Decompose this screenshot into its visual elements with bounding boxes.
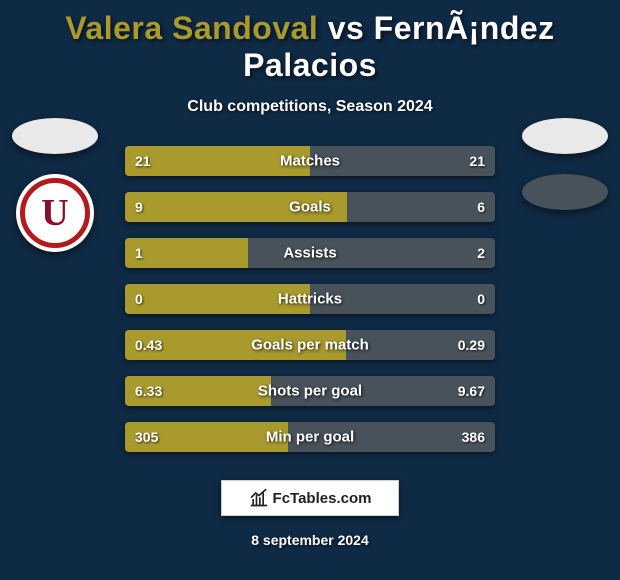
stat-value-left: 9 bbox=[135, 199, 143, 215]
title-player1: Valera Sandoval bbox=[65, 10, 318, 46]
stat-value-right: 386 bbox=[462, 429, 485, 445]
stat-value-right: 0.29 bbox=[458, 337, 485, 353]
stat-bar-left bbox=[125, 238, 248, 268]
stat-label: Goals bbox=[289, 199, 331, 216]
comparison-card: Valera Sandoval vs FernÃ¡ndez Palacios C… bbox=[0, 0, 620, 580]
stat-label: Goals per match bbox=[251, 337, 369, 354]
player1-avatar-placeholder bbox=[12, 118, 98, 154]
stat-value-left: 21 bbox=[135, 153, 151, 169]
stat-value-left: 0.43 bbox=[135, 337, 162, 353]
brand-box: FcTables.com bbox=[221, 480, 399, 516]
stat-label: Matches bbox=[280, 153, 340, 170]
stat-row: 21 21 Matches bbox=[125, 146, 495, 176]
player2-avatar-placeholder bbox=[522, 118, 608, 154]
stat-row: 0 0 Hattricks bbox=[125, 284, 495, 314]
stat-label: Hattricks bbox=[278, 291, 342, 308]
stat-value-right: 0 bbox=[477, 291, 485, 307]
stat-value-right: 2 bbox=[477, 245, 485, 261]
stat-value-left: 0 bbox=[135, 291, 143, 307]
right-avatar-column bbox=[522, 118, 608, 210]
stats-container: 21 21 Matches 9 6 Goals 1 2 Assists 0 0 Hattricks 0.… bbox=[125, 146, 495, 452]
stat-row: 305 386 Min per goal bbox=[125, 422, 495, 452]
brand-chart-icon bbox=[249, 488, 269, 508]
stat-bar-right bbox=[347, 192, 495, 222]
left-avatar-column: U bbox=[12, 118, 98, 252]
stat-value-left: 6.33 bbox=[135, 383, 162, 399]
stat-row: 9 6 Goals bbox=[125, 192, 495, 222]
player2-club-placeholder bbox=[522, 174, 608, 210]
stat-value-left: 1 bbox=[135, 245, 143, 261]
brand-text: FcTables.com bbox=[273, 490, 372, 507]
subtitle: Club competitions, Season 2024 bbox=[0, 98, 620, 116]
page-title: Valera Sandoval vs FernÃ¡ndez Palacios bbox=[0, 10, 620, 84]
stat-row: 6.33 9.67 Shots per goal bbox=[125, 376, 495, 406]
date-label: 8 september 2024 bbox=[0, 532, 620, 548]
stat-label: Shots per goal bbox=[258, 383, 362, 400]
title-vs: vs bbox=[328, 10, 365, 46]
stat-value-left: 305 bbox=[135, 429, 158, 445]
stat-label: Assists bbox=[283, 245, 336, 262]
stat-label: Min per goal bbox=[266, 429, 354, 446]
stat-value-right: 21 bbox=[469, 153, 485, 169]
club-badge-ring bbox=[20, 178, 90, 248]
stat-row: 1 2 Assists bbox=[125, 238, 495, 268]
stat-value-right: 6 bbox=[477, 199, 485, 215]
stat-value-right: 9.67 bbox=[458, 383, 485, 399]
player1-club-badge: U bbox=[16, 174, 94, 252]
stat-row: 0.43 0.29 Goals per match bbox=[125, 330, 495, 360]
